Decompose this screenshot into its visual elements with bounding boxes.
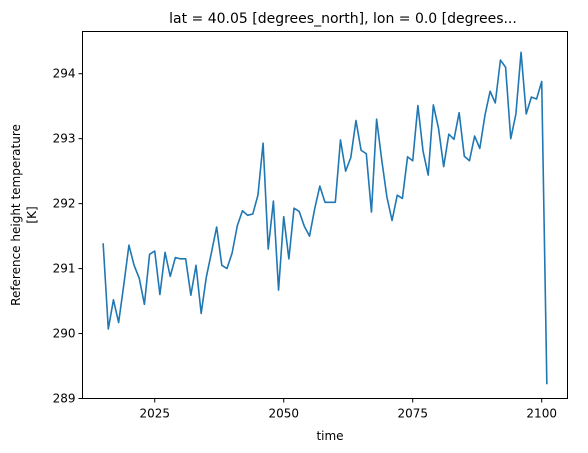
x-tick-label: 2100 [526, 407, 557, 421]
plot-layer [102, 51, 548, 385]
y-tick-label: 294 [53, 67, 76, 81]
series-line-0 [102, 51, 548, 385]
y-tick-label: 291 [53, 262, 76, 276]
x-axis-label: time [316, 429, 343, 443]
plot-frame [82, 31, 568, 399]
y-tick-label: 292 [53, 197, 76, 211]
x-axis: 2025 2050 2075 2100 [139, 398, 557, 421]
y-tick-label: 290 [53, 327, 76, 341]
y-tick-label: 289 [53, 392, 76, 406]
y-axis-label-line2: [K] [25, 206, 39, 223]
chart-title: lat = 40.05 [degrees_north], lon = 0.0 [… [169, 11, 517, 27]
y-tick-label: 293 [53, 132, 76, 146]
x-tick-label: 2050 [268, 407, 299, 421]
y-axis-label-line1: Reference height temperature [9, 124, 23, 306]
y-axis: 289 290 291 292 293 294 [53, 67, 83, 406]
x-tick-label: 2025 [139, 407, 170, 421]
x-tick-label: 2075 [397, 407, 428, 421]
